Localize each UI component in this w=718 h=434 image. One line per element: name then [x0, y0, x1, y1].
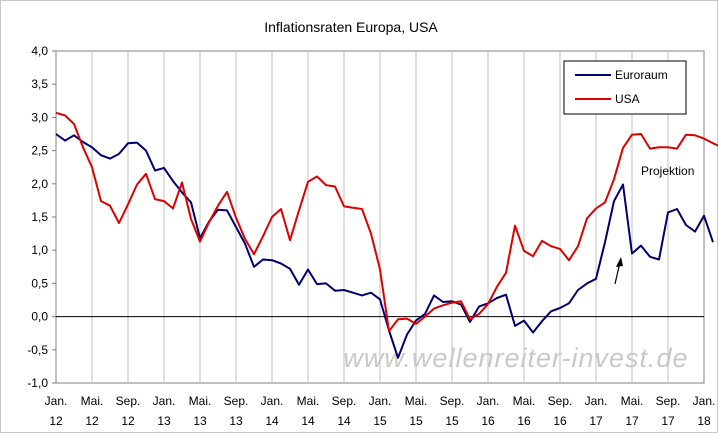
y-tick-label: 2,0 — [31, 177, 48, 191]
grid-layer — [91, 51, 669, 383]
x-tick-label-year: 18 — [697, 414, 711, 428]
x-tick-label-year: 17 — [661, 414, 675, 428]
x-tick-label-month: Sep. — [656, 394, 681, 408]
x-tick-label-month: Jan. — [693, 394, 716, 408]
x-tick-label-month: Sep. — [332, 394, 357, 408]
x-tick-label-month: Sep. — [116, 394, 141, 408]
x-tick-label-month: Mai. — [621, 394, 644, 408]
y-axis-ticks: 4,0 3,5 3,0 2,5 2,0 1,5 1,0 0,5 0,0 -0,5 -1,0 — [27, 44, 56, 390]
x-tick-label-year: 15 — [409, 414, 423, 428]
x-tick-label-month: Mai. — [81, 394, 104, 408]
legend-label-euroraum: Euroraum — [615, 68, 668, 82]
y-tick-label: -0,5 — [27, 343, 48, 357]
y-tick-label: -1,0 — [27, 376, 48, 390]
y-tick-label: 0,0 — [31, 310, 48, 324]
x-tick-label-year: 15 — [373, 414, 387, 428]
y-tick-label: 3,5 — [31, 77, 48, 91]
x-tick-label-month: Jan. — [369, 394, 392, 408]
x-axis-ticks: Jan. 12 Mai. 12 Sep. 12 Jan. 13 Mai. 13 Sep. 13 Jan.… — [45, 394, 716, 428]
chart-title: Inflationsraten Europa, USA — [264, 19, 438, 35]
x-tick-label-month: Mai. — [513, 394, 536, 408]
x-tick-label-year: 13 — [229, 414, 243, 428]
x-tick-label-month: Jan. — [261, 394, 284, 408]
x-tick-label-year: 14 — [301, 414, 315, 428]
x-tick-label-month: Jan. — [477, 394, 500, 408]
x-tick-label-month: Jan. — [45, 394, 68, 408]
x-tick-label-month: Jan. — [153, 394, 176, 408]
x-tick-label-year: 14 — [337, 414, 351, 428]
series-line-usa — [55, 111, 718, 333]
series-layer — [55, 111, 718, 359]
y-tick-label: 1,0 — [31, 243, 48, 257]
x-tick-label-month: Mai. — [297, 394, 320, 408]
legend: Euroraum USA — [563, 60, 687, 115]
y-tick-label: 4,0 — [31, 44, 48, 58]
projektion-label: Projektion — [641, 164, 694, 178]
y-tick-label: 2,5 — [31, 144, 48, 158]
y-tick-label: 3,0 — [31, 110, 48, 124]
series-line-euroraum — [55, 133, 714, 359]
x-tick-label-year: 13 — [157, 414, 171, 428]
x-tick-label-month: Mai. — [405, 394, 428, 408]
projektion-arrow — [614, 257, 623, 285]
y-tick-label: 0,5 — [31, 276, 48, 290]
x-tick-label-month: Sep. — [224, 394, 249, 408]
x-tick-label-month: Sep. — [548, 394, 573, 408]
x-tick-label-month: Sep. — [440, 394, 465, 408]
y-tick-label: 1,5 — [31, 210, 48, 224]
x-tick-label-year: 13 — [193, 414, 207, 428]
x-tick-label-year: 12 — [121, 414, 135, 428]
x-tick-label-month: Jan. — [585, 394, 608, 408]
x-tick-label-year: 17 — [589, 414, 603, 428]
legend-label-usa: USA — [615, 92, 640, 106]
x-tick-label-month: Mai. — [189, 394, 212, 408]
x-tick-label-year: 12 — [49, 414, 63, 428]
x-tick-label-year: 16 — [481, 414, 495, 428]
legend-box — [563, 60, 687, 115]
x-tick-label-year: 15 — [445, 414, 459, 428]
x-tick-label-year: 16 — [553, 414, 567, 428]
x-tick-label-year: 12 — [85, 414, 99, 428]
x-tick-label-year: 17 — [625, 414, 639, 428]
x-tick-label-year: 14 — [265, 414, 279, 428]
x-tick-label-year: 16 — [517, 414, 531, 428]
